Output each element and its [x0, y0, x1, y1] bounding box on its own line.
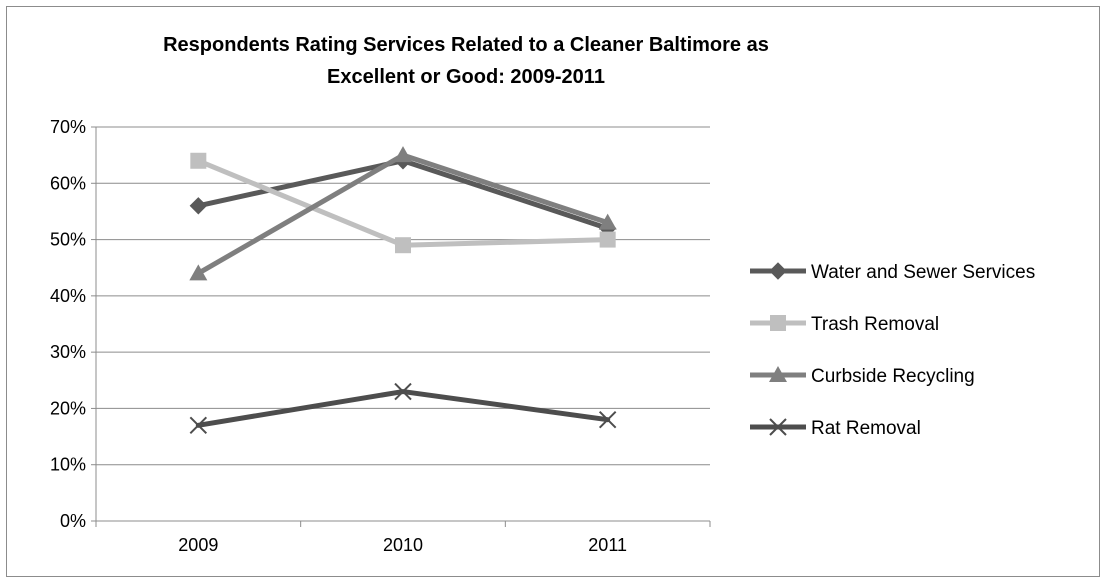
chart-title-line-1: Respondents Rating Services Related to a…: [163, 34, 769, 56]
series-x: [189, 382, 617, 435]
chart-frame: Respondents Rating Services Related to a…: [6, 6, 1100, 577]
legend-label: Water and Sewer Services: [811, 262, 1035, 283]
y-tick-label: 60%: [50, 173, 86, 193]
legend-item: Water and Sewer Services: [750, 262, 1035, 283]
legend-marker-x: [769, 418, 787, 436]
legend: Water and Sewer Services Trash Removal Cur…: [750, 262, 1035, 439]
series-line: [195, 152, 611, 276]
y-tick-label: 10%: [50, 455, 86, 475]
gridlines: [96, 126, 710, 466]
y-tick-label: 70%: [50, 117, 86, 137]
x-tick-label: 2010: [383, 535, 423, 555]
y-tick-label: 0%: [60, 511, 86, 531]
axes: [91, 126, 711, 527]
x-axis-tick-labels: 2009 2010 2011: [178, 535, 627, 555]
chart-title-line-2: Excellent or Good: 2009-2011: [327, 66, 605, 88]
y-axis-tick-labels: 0% 10% 20% 30% 40% 50% 60% 70%: [50, 117, 86, 531]
data-point-diamond: [189, 197, 208, 215]
y-tick-label: 40%: [50, 286, 86, 306]
legend-item: Trash Removal: [750, 314, 939, 335]
data-point-x: [189, 416, 208, 435]
legend-item: Curbside Recycling: [750, 366, 975, 387]
y-tick-label: 30%: [50, 342, 86, 362]
series-layer: [189, 146, 617, 435]
legend-marker-square: [770, 315, 786, 331]
legend-marker-diamond: [769, 262, 787, 280]
series-square: [190, 152, 616, 254]
data-point-triangle: [394, 146, 412, 163]
data-point-triangle: [598, 213, 617, 230]
line-chart: Respondents Rating Services Related to a…: [50, 34, 1035, 555]
legend-label: Curbside Recycling: [811, 366, 975, 387]
y-tick-label: 20%: [50, 398, 86, 418]
series-line: [195, 158, 611, 231]
data-point-square: [395, 237, 411, 254]
series-diamond: [189, 152, 617, 238]
data-point-x: [394, 382, 412, 401]
legend-marker-triangle: [769, 366, 787, 382]
series-triangle: [189, 146, 617, 281]
legend-label: Trash Removal: [811, 314, 939, 335]
x-tick-label: 2011: [588, 535, 627, 555]
x-tick-label: 2009: [178, 535, 218, 555]
data-point-square: [190, 152, 207, 169]
chart-title: Respondents Rating Services Related to a…: [163, 34, 769, 88]
data-point-x: [598, 410, 617, 429]
y-tick-label: 50%: [50, 230, 86, 250]
legend-item: Rat Removal: [750, 418, 921, 439]
legend-label: Rat Removal: [811, 418, 921, 439]
data-point-triangle: [189, 264, 208, 281]
data-point-square: [599, 231, 616, 248]
